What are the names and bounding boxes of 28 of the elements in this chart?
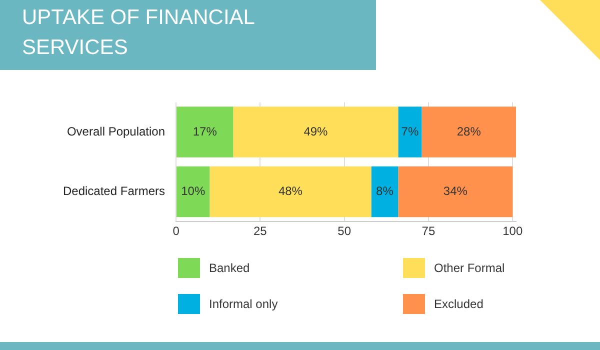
bar xyxy=(371,166,398,218)
y-tick-label: Dedicated Farmers xyxy=(62,184,166,198)
legend-label: Banked xyxy=(209,261,250,275)
data-label: 10% xyxy=(181,184,206,198)
bar xyxy=(210,166,372,218)
legend-label: Other Formal xyxy=(434,261,505,275)
bar xyxy=(176,106,234,158)
y-tick-label: Overall Population xyxy=(66,124,166,138)
data-label: 49% xyxy=(304,124,328,138)
legend-label: Excluded xyxy=(434,297,484,311)
data-label: 17% xyxy=(192,124,218,138)
data-label: 8% xyxy=(376,184,394,198)
bar xyxy=(233,106,398,158)
legend-label: Informal only xyxy=(209,297,278,311)
x-tick-label: 100 xyxy=(502,224,523,238)
bar xyxy=(398,106,422,158)
x-tick-label: 50 xyxy=(338,224,352,238)
data-label: 28% xyxy=(456,124,482,138)
bar xyxy=(176,166,210,218)
x-tick-label: 75 xyxy=(422,224,436,238)
chart-title: UPTAKE OF FINANCIAL SERVICES xyxy=(22,5,256,61)
data-label: 48% xyxy=(278,184,303,198)
x-tick-label: 25 xyxy=(254,224,268,238)
data-label: 7% xyxy=(401,124,419,138)
bar xyxy=(422,106,516,158)
data-label: 34% xyxy=(443,184,468,198)
x-tick-label: 0 xyxy=(172,224,180,238)
bar xyxy=(398,166,513,218)
